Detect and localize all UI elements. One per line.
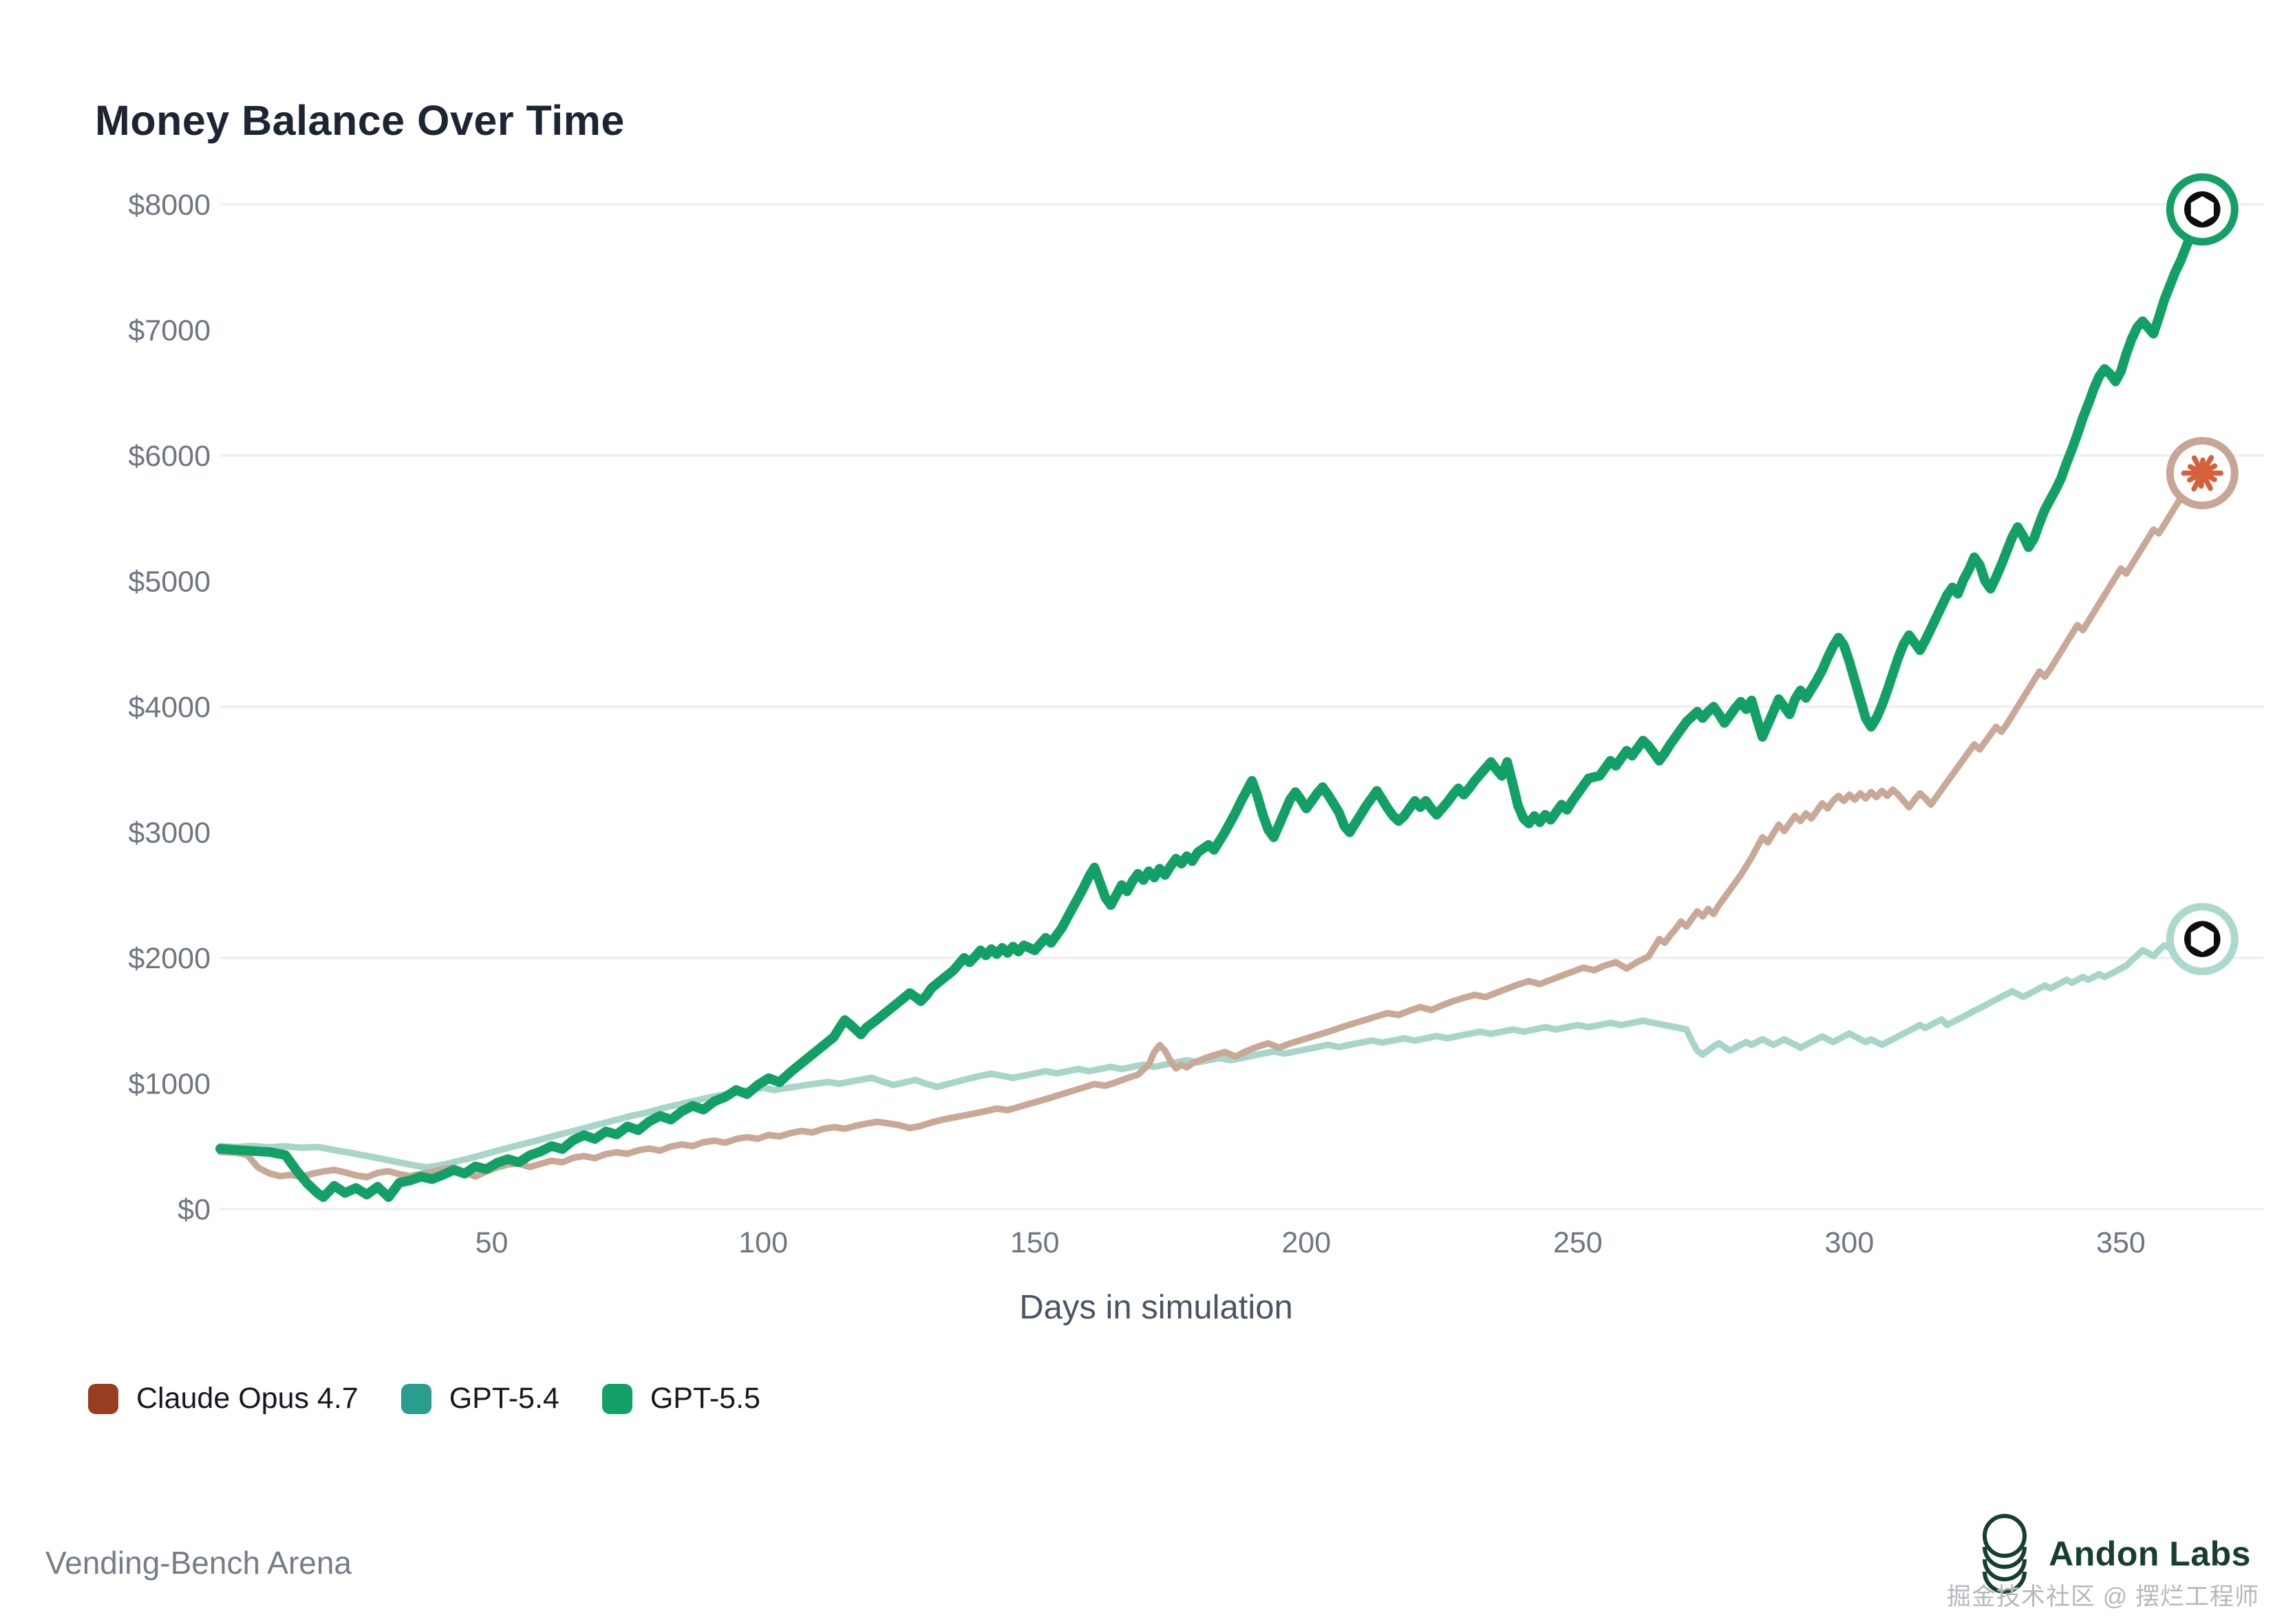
x-axis-tick-label: 50 [476,1226,509,1259]
chart-legend: Claude Opus 4.7 GPT-5.4 GPT-5.5 [88,1382,760,1415]
andon-labs-logo-icon [1983,1514,2027,1594]
x-axis-tick-label: 150 [1010,1226,1060,1259]
y-axis-tick-label: $1000 [128,1068,211,1101]
anthropic-logo-icon [2181,455,2224,492]
y-axis-tick-label: $0 [178,1193,211,1226]
y-axis-tick-label: $2000 [128,942,211,975]
x-axis-tick-label: 350 [2096,1226,2146,1259]
y-axis-tick-label: $4000 [128,691,211,724]
series-line-claude-opus-4.7 [217,469,2206,1181]
y-axis-tick-label: $7000 [128,314,211,348]
end-marker-ring-openai [2166,903,2239,976]
y-axis-tick-label: $8000 [128,189,211,222]
legend-item-gpt-5.4: GPT-5.4 [401,1382,559,1415]
y-axis-tick-label: $5000 [128,566,211,599]
x-axis-tick-label: 200 [1281,1226,1331,1259]
andon-labs-brand: Andon Labs [1972,1511,2251,1596]
x-axis-tick-label: 250 [1553,1226,1603,1259]
legend-label: Claude Opus 4.7 [136,1382,359,1415]
andon-labs-wordmark: Andon Labs [2049,1535,2251,1573]
legend-label: GPT-5.5 [650,1382,760,1415]
openai-logo-icon [2184,921,2221,957]
legend-swatch-icon [88,1383,118,1414]
x-axis-tick-label: 100 [738,1226,788,1259]
watermark-text: 掘金技术社区 @ 摆烂工程师 [1947,1583,2259,1610]
legend-item-gpt-5.5: GPT-5.5 [601,1382,760,1415]
series-line-gpt-5.5 [215,204,2208,1202]
chart-title: Money Balance Over Time [95,97,625,144]
benchmark-name-label: Vending-Bench Arena [45,1545,352,1581]
legend-item-claude-opus-4.7: Claude Opus 4.7 [88,1382,359,1415]
legend-label: GPT-5.4 [449,1382,559,1415]
openai-logo-icon [2184,191,2221,228]
y-axis-tick-label: $3000 [128,817,211,850]
y-axis-tick-label: $6000 [128,440,211,473]
x-axis-title: Days in simulation [1019,1289,1293,1326]
end-marker-ring-openai [2166,173,2239,246]
legend-swatch-icon [601,1383,632,1414]
x-axis-tick-label: 300 [1825,1226,1875,1259]
legend-swatch-icon [401,1383,431,1414]
series-line-gpt-5.4 [217,935,2206,1171]
